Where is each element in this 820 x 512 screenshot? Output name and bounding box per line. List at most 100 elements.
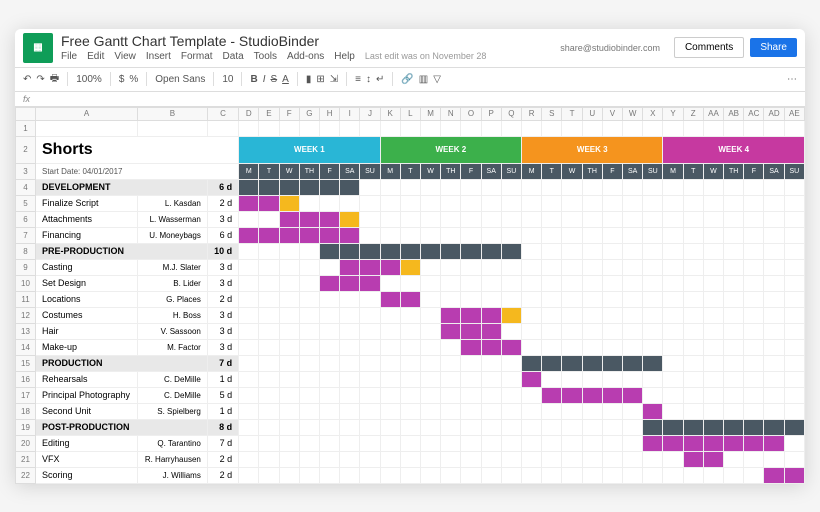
- gantt-cell[interactable]: [643, 419, 663, 435]
- gantt-cell[interactable]: [461, 243, 481, 259]
- gantt-cell[interactable]: [360, 323, 380, 339]
- gantt-cell[interactable]: [562, 323, 582, 339]
- gantt-cell[interactable]: [360, 419, 380, 435]
- column-header[interactable]: N: [441, 107, 461, 120]
- gantt-cell[interactable]: [744, 243, 764, 259]
- gantt-cell[interactable]: [481, 275, 501, 291]
- italic-button[interactable]: I: [263, 74, 266, 85]
- gantt-cell[interactable]: [744, 339, 764, 355]
- gantt-cell[interactable]: [400, 355, 420, 371]
- gantt-cell[interactable]: [764, 291, 784, 307]
- spreadsheet-grid[interactable]: ABCDEFGHIJKLMNOPQRSTUVWXYZAAABACADAE12Sh…: [15, 107, 805, 484]
- gantt-cell[interactable]: [764, 323, 784, 339]
- column-header[interactable]: AB: [724, 107, 744, 120]
- column-header[interactable]: F: [279, 107, 299, 120]
- gantt-cell[interactable]: [542, 307, 562, 323]
- gantt-cell[interactable]: [259, 419, 279, 435]
- gantt-cell[interactable]: [380, 307, 400, 323]
- gantt-cell[interactable]: [784, 435, 804, 451]
- strike-button[interactable]: S: [270, 74, 277, 85]
- borders-icon[interactable]: ⊞: [316, 74, 324, 85]
- gantt-cell[interactable]: [340, 451, 360, 467]
- gantt-cell[interactable]: [663, 403, 683, 419]
- gantt-cell[interactable]: [562, 355, 582, 371]
- gantt-cell[interactable]: [360, 339, 380, 355]
- gantt-cell[interactable]: [724, 339, 744, 355]
- gantt-cell[interactable]: [239, 435, 259, 451]
- gantt-cell[interactable]: [400, 339, 420, 355]
- column-header[interactable]: I: [340, 107, 360, 120]
- gantt-cell[interactable]: [602, 467, 622, 483]
- gantt-cell[interactable]: [259, 467, 279, 483]
- gantt-cell[interactable]: [279, 259, 299, 275]
- gantt-cell[interactable]: [299, 451, 319, 467]
- menu-view[interactable]: View: [114, 51, 136, 62]
- gantt-cell[interactable]: [279, 243, 299, 259]
- gantt-cell[interactable]: [279, 323, 299, 339]
- gantt-cell[interactable]: [461, 323, 481, 339]
- gantt-cell[interactable]: [542, 355, 562, 371]
- gantt-cell[interactable]: [542, 275, 562, 291]
- column-header[interactable]: B: [138, 107, 208, 120]
- gantt-cell[interactable]: [602, 275, 622, 291]
- gantt-cell[interactable]: [441, 451, 461, 467]
- gantt-cell[interactable]: [380, 467, 400, 483]
- gantt-cell[interactable]: [683, 339, 703, 355]
- gantt-cell[interactable]: [380, 435, 400, 451]
- gantt-cell[interactable]: [703, 451, 723, 467]
- gantt-cell[interactable]: [724, 387, 744, 403]
- gantt-cell[interactable]: [522, 355, 542, 371]
- gantt-cell[interactable]: [319, 275, 339, 291]
- gantt-cell[interactable]: [319, 243, 339, 259]
- gantt-cell[interactable]: [724, 419, 744, 435]
- gantt-cell[interactable]: [239, 451, 259, 467]
- sheets-logo-icon[interactable]: ▦: [23, 33, 53, 63]
- gantt-cell[interactable]: [582, 227, 602, 243]
- gantt-cell[interactable]: [299, 195, 319, 211]
- gantt-cell[interactable]: [582, 339, 602, 355]
- gantt-cell[interactable]: [481, 211, 501, 227]
- column-header[interactable]: L: [400, 107, 420, 120]
- gantt-cell[interactable]: [400, 291, 420, 307]
- gantt-cell[interactable]: [542, 195, 562, 211]
- gantt-cell[interactable]: [623, 467, 643, 483]
- gantt-cell[interactable]: [724, 195, 744, 211]
- column-header[interactable]: Y: [663, 107, 683, 120]
- gantt-cell[interactable]: [643, 195, 663, 211]
- gantt-cell[interactable]: [400, 179, 420, 195]
- gantt-cell[interactable]: [542, 387, 562, 403]
- gantt-cell[interactable]: [703, 307, 723, 323]
- gantt-cell[interactable]: [683, 211, 703, 227]
- menu-edit[interactable]: Edit: [87, 51, 104, 62]
- gantt-cell[interactable]: [461, 451, 481, 467]
- gantt-cell[interactable]: [239, 243, 259, 259]
- gantt-cell[interactable]: [501, 323, 521, 339]
- gantt-cell[interactable]: [683, 435, 703, 451]
- gantt-cell[interactable]: [522, 291, 542, 307]
- gantt-cell[interactable]: [239, 211, 259, 227]
- gantt-cell[interactable]: [522, 259, 542, 275]
- column-header[interactable]: U: [582, 107, 602, 120]
- gantt-cell[interactable]: [623, 275, 643, 291]
- gantt-cell[interactable]: [279, 307, 299, 323]
- gantt-cell[interactable]: [501, 243, 521, 259]
- gantt-cell[interactable]: [582, 403, 602, 419]
- gantt-cell[interactable]: [319, 371, 339, 387]
- gantt-cell[interactable]: [481, 403, 501, 419]
- gantt-cell[interactable]: [522, 179, 542, 195]
- menu-insert[interactable]: Insert: [146, 51, 171, 62]
- gantt-cell[interactable]: [259, 323, 279, 339]
- gantt-cell[interactable]: [724, 243, 744, 259]
- gantt-cell[interactable]: [663, 307, 683, 323]
- gantt-cell[interactable]: [784, 227, 804, 243]
- gantt-cell[interactable]: [239, 291, 259, 307]
- gantt-cell[interactable]: [542, 291, 562, 307]
- undo-icon[interactable]: ↶: [23, 74, 31, 85]
- gantt-cell[interactable]: [764, 275, 784, 291]
- gantt-cell[interactable]: [400, 243, 420, 259]
- gantt-cell[interactable]: [501, 339, 521, 355]
- gantt-cell[interactable]: [319, 467, 339, 483]
- gantt-cell[interactable]: [360, 355, 380, 371]
- gantt-cell[interactable]: [481, 467, 501, 483]
- gantt-cell[interactable]: [380, 259, 400, 275]
